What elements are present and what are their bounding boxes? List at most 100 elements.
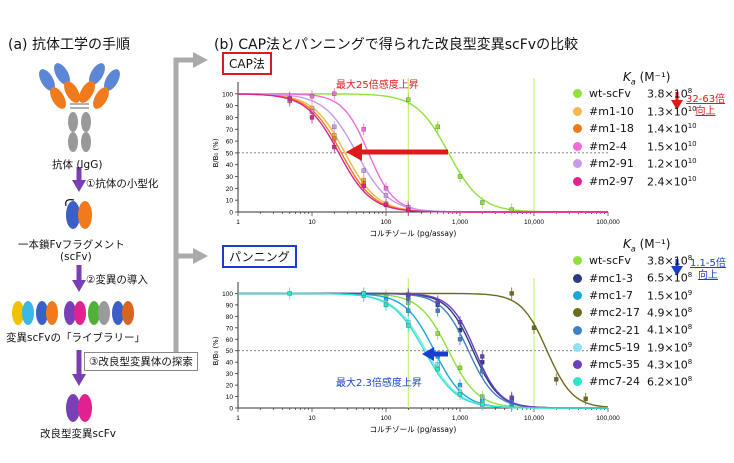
legend-color-dot [573,377,582,387]
library-icon [12,301,134,325]
legend-item: #mc1-3 6.5×108 [573,271,692,285]
scfv-label-line2: (scFv) [60,251,92,263]
legend-ka-value: 1.5×1010 [647,139,697,154]
legend-ka-value: 4.1×108 [647,323,693,337]
left-panel-heading: (a) 抗体工学の手順 [8,37,130,53]
legend-item: #m2-4 1.5×1010 [573,139,697,154]
data-point [383,302,389,308]
cap-annotation: 最大25倍感度上昇 [336,80,419,91]
x-tick-label: 100,000 [596,415,620,422]
legend-ka-value: 1.3×1010 [647,104,697,119]
step3-label: ③改良型変異体の探索 [84,352,198,371]
legend-item: #mc2-21 4.1×108 [573,323,692,337]
x-tick-label: 10 [308,415,316,422]
legend-color-dot [573,159,582,169]
data-point [457,392,463,397]
legend-series-name: #m2-4 [589,139,627,153]
data-point [457,319,463,325]
x-tick-label: 100 [381,415,392,422]
legend-item: #m2-97 2.4×1010 [573,174,697,188]
y-tick-label: 40 [226,162,234,169]
x-tick-label: 10,000 [524,219,544,226]
y-tick-label: 40 [226,360,234,367]
y-tick-label: 100 [222,291,233,298]
data-point [361,168,366,173]
legend-ka-value: 1.4×1010 [647,122,697,136]
x-tick-label: 1 [236,219,240,226]
legend-ka-value: 4.3×108 [647,357,693,372]
legend-ka-value: 1.2×1010 [647,157,697,171]
legend-ka-value: 6.5×108 [647,271,693,285]
legend-item: wt-scFv 3.8×108 [573,254,692,268]
y-tick-label: 30 [226,174,234,181]
legend-item: #mc2-17 4.9×108 [573,306,692,320]
x-axis-label: コルチゾール (pg/assay) [370,229,457,238]
legend-color-dot [573,124,582,134]
antibody-label: 抗体 (IgG) [52,159,103,171]
legend-color-dot [573,325,582,335]
data-point [383,193,389,198]
panning-annotation: 最大2.3倍感度上昇 [336,378,422,389]
legend-color-dot [573,273,582,283]
legend-series-name: #mc5-19 [589,340,640,354]
scfv-label-line1: 一本鎖Fvフラグメント [18,239,125,251]
legend-item: wt-scFv 3.8×108 [573,87,692,101]
x-tick-label: 100 [381,219,392,226]
legend-series-name: #m1-18 [589,122,634,136]
legend-ka-value: 6.2×108 [647,375,693,389]
data-point [406,97,411,102]
legend-item: #mc5-35 4.3×108 [573,357,693,372]
x-tick-label: 1,000 [452,415,469,422]
igg-antibody-icon [39,63,120,152]
panning-shift-arrowhead [422,347,434,361]
result-label: 改良型変異scFv [40,428,116,440]
scfv-icon [65,199,92,229]
y-tick-label: 60 [226,337,234,344]
legend-series-name: #m2-97 [589,174,634,188]
library-label: 変異scFvの「ライブラリー」 [6,332,145,344]
x-tick-label: 10,000 [524,415,544,422]
y-tick-label: 70 [226,325,234,332]
legend-color-dot [573,342,582,352]
data-point [509,207,514,212]
legend-series-name: #mc2-17 [589,306,640,320]
panning-ka-header: Ka (M⁻¹) [623,237,671,254]
legend-item: #mc1-7 1.5×109 [573,288,693,303]
legend-color-dot [573,308,582,318]
data-point [287,96,292,101]
cap-improvement: 32-63倍 向上 [686,94,726,117]
data-point [287,291,292,296]
data-point [435,124,440,130]
y-axis-label: B/B₀ (%) [212,336,220,365]
data-point [406,323,411,328]
legend-ka-value: 4.9×108 [647,305,693,320]
legend-item: #m1-10 1.3×1010 [573,104,697,119]
x-tick-label: 1,000 [452,219,469,226]
y-tick-label: 90 [226,302,234,309]
data-point [457,365,463,371]
y-tick-label: 10 [226,198,234,205]
cap-ka-header: Ka (M⁻¹) [623,70,671,87]
x-tick-label: 10 [308,219,316,226]
data-point [531,325,537,330]
data-point [361,183,366,189]
data-point [435,331,440,336]
series-curve [238,292,608,409]
series-curve [237,93,608,213]
legend-series-name: #m1-10 [589,104,634,118]
legend-item: #m2-91 1.2×1010 [573,157,697,171]
panning-down-arrowhead [671,266,683,276]
legend-series-name: #mc2-21 [589,323,640,337]
step1-label: ①抗体の小型化 [86,178,159,190]
cap-shift-arrowhead [346,143,362,161]
y-tick-label: 80 [226,115,234,122]
data-point [480,354,485,359]
process-arrows [72,167,86,386]
legend-series-name: #mc7-24 [589,375,640,389]
y-tick-label: 80 [226,314,234,321]
legend-ka-value: 1.5×109 [647,288,693,303]
data-point [554,377,559,382]
legend-color-dot [573,106,582,116]
